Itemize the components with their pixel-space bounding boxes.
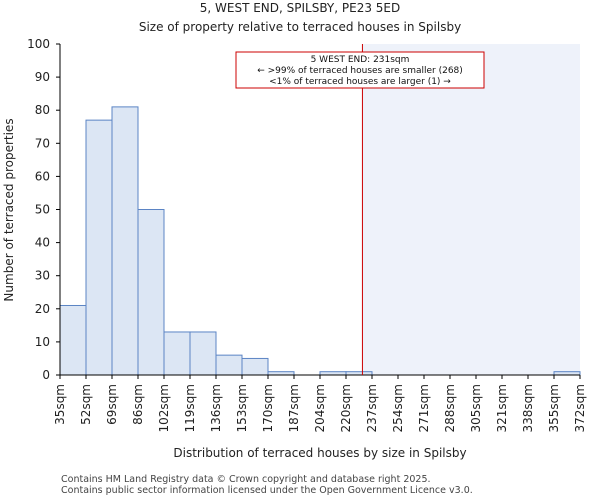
chart-title: 5, WEST END, SPILSBY, PE23 5ED <box>200 1 401 15</box>
x-tick-label: 305sqm <box>469 384 483 432</box>
x-tick-label: 220sqm <box>339 384 353 432</box>
x-tick-label: 237sqm <box>365 384 379 432</box>
histogram-bar <box>59 304 87 376</box>
chart-subtitle: Size of property relative to terraced ho… <box>139 20 461 34</box>
x-tick-label: 204sqm <box>313 384 327 432</box>
histogram-bar <box>85 119 113 376</box>
histogram-bar <box>111 106 139 376</box>
histogram-bar <box>241 357 269 376</box>
y-tick-label: 10 <box>35 335 50 349</box>
x-tick-label: 35sqm <box>53 384 67 425</box>
y-tick-label: 90 <box>35 70 50 84</box>
y-tick-label: 40 <box>35 236 50 250</box>
y-tick-label: 60 <box>35 169 50 183</box>
x-tick-label: 153sqm <box>235 384 249 432</box>
y-tick-label: 50 <box>35 203 50 217</box>
histogram-bar <box>163 331 191 376</box>
footer-copyright: Contains HM Land Registry data © Crown c… <box>61 474 431 485</box>
histogram-bar <box>189 331 217 376</box>
histogram-bar <box>137 209 165 376</box>
annotation-box: 5 WEST END: 231sqm ← >99% of terraced ho… <box>235 51 485 89</box>
x-tick-label: 187sqm <box>287 384 301 432</box>
y-tick-label: 70 <box>35 136 50 150</box>
y-tick-label: 100 <box>27 37 50 51</box>
x-tick-label: 288sqm <box>443 384 457 432</box>
y-tick-label: 30 <box>35 269 50 283</box>
x-tick-label: 271sqm <box>417 384 431 432</box>
x-tick-label: 321sqm <box>495 384 509 432</box>
y-tick-label: 80 <box>35 103 50 117</box>
x-tick-label: 254sqm <box>391 384 405 432</box>
x-tick-label: 86sqm <box>131 384 145 425</box>
histogram-bar <box>215 354 243 376</box>
x-tick-label: 69sqm <box>105 384 119 425</box>
x-tick-label: 170sqm <box>261 384 275 432</box>
x-axis-label: Distribution of terraced houses by size … <box>173 446 466 460</box>
footer-licence: Contains public sector information licen… <box>61 485 473 496</box>
larger-region-shade <box>362 44 580 375</box>
x-tick-label: 119sqm <box>183 384 197 432</box>
y-tick-label: 0 <box>42 368 50 382</box>
annotation-line-1: 5 WEST END: 231sqm <box>311 55 410 65</box>
x-tick-label: 136sqm <box>209 384 223 432</box>
x-tick-label: 355sqm <box>547 384 561 432</box>
x-tick-label: 372sqm <box>573 384 587 432</box>
x-tick-label: 102sqm <box>157 384 171 432</box>
x-tick-label: 338sqm <box>521 384 535 432</box>
y-axis-label: Number of terraced properties <box>2 118 16 301</box>
y-tick-label: 20 <box>35 302 50 316</box>
annotation-line-3: <1% of terraced houses are larger (1) → <box>269 77 451 87</box>
x-tick-label: 52sqm <box>79 384 93 425</box>
annotation-line-2: ← >99% of terraced houses are smaller (2… <box>257 66 463 76</box>
